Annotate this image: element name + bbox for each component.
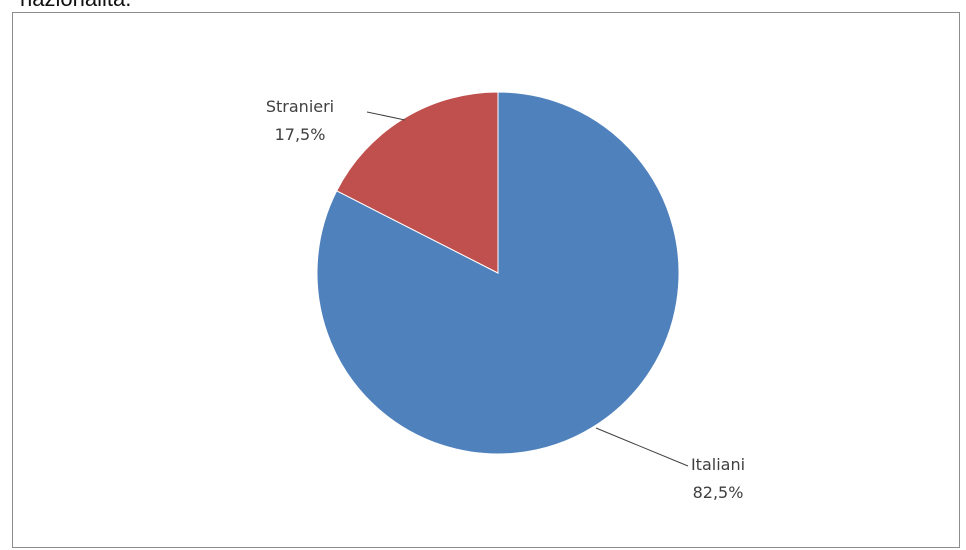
slice-label-italiani: Italiani — [691, 455, 745, 474]
pie-slice-stranieri — [336, 91, 499, 274]
slice-labels-layer: Italiani 82,5% Stranieri 17,5% — [266, 97, 745, 502]
slice-value-label-italiani: 82,5% — [693, 483, 744, 502]
slices-layer — [316, 91, 680, 455]
leader-line-italiani — [595, 427, 689, 467]
page-caption: nazionalità. — [20, 0, 131, 12]
leader-lines-layer — [366, 111, 689, 467]
slice-value-label-stranieri: 17,5% — [275, 125, 326, 144]
leader-line-stranieri — [366, 111, 406, 121]
slice-label-stranieri: Stranieri — [266, 97, 334, 116]
